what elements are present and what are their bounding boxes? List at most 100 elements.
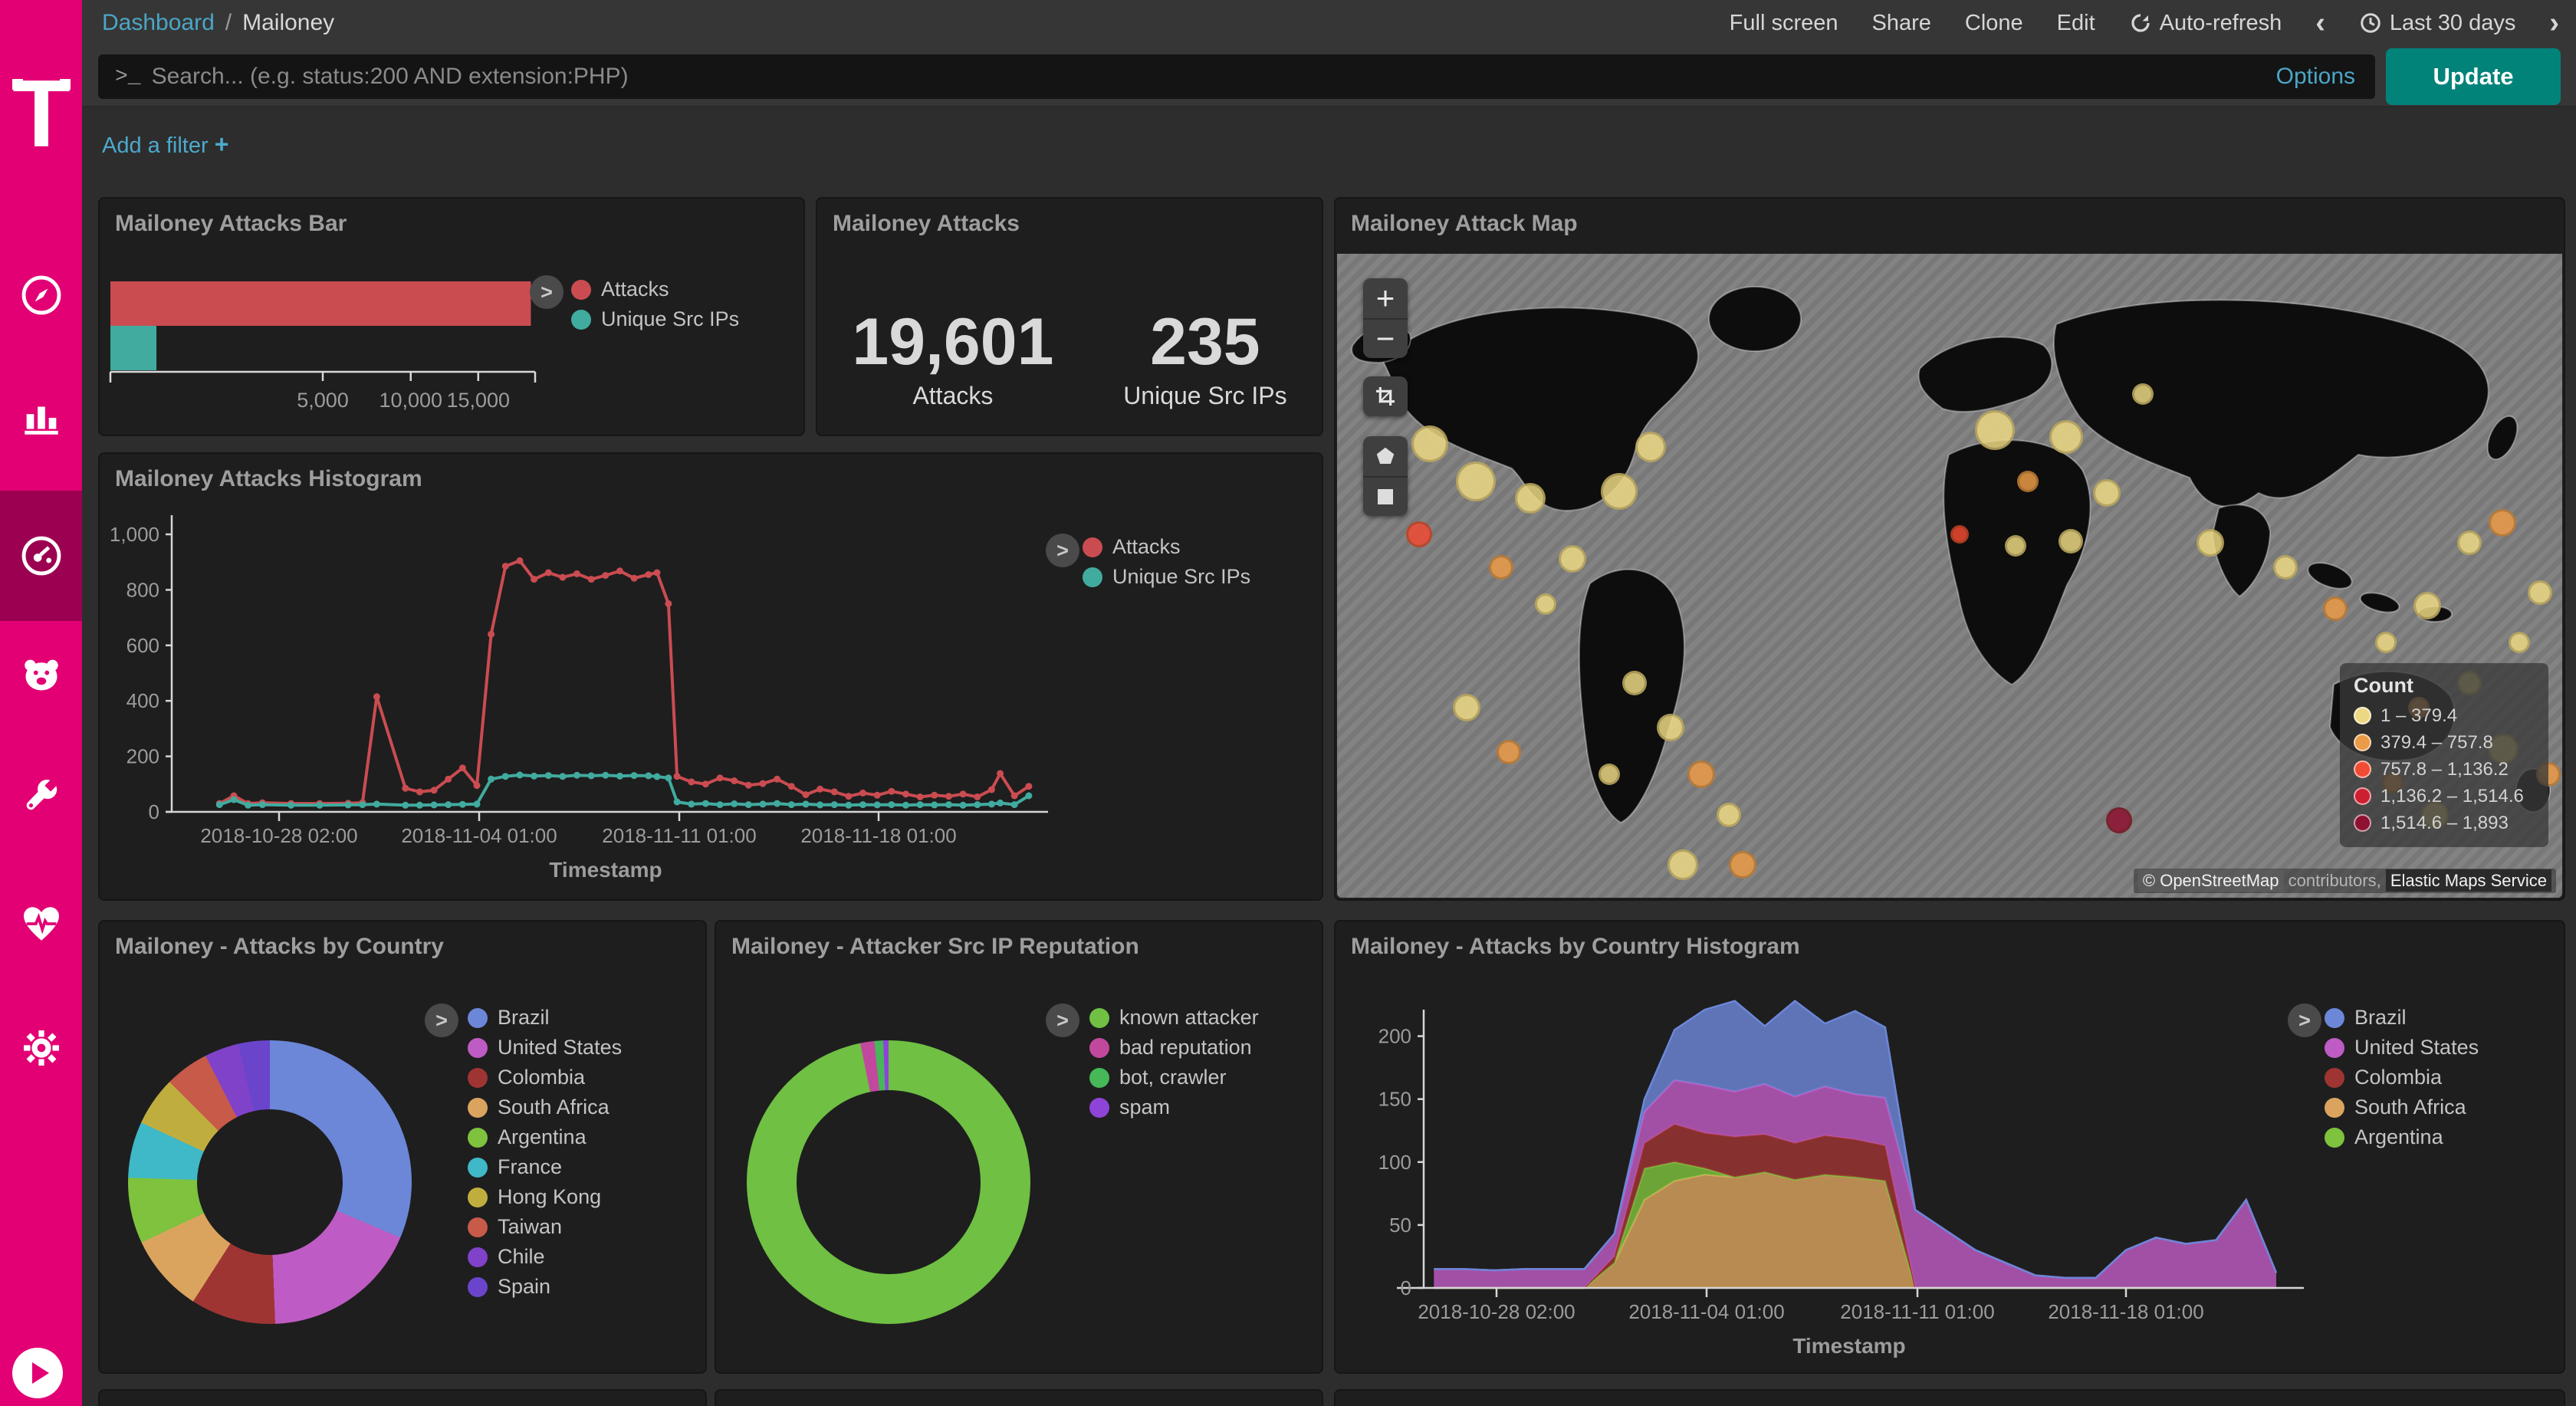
osm-attribution-link[interactable]: © OpenStreetMap: [2137, 869, 2284, 892]
legend-toggle-button[interactable]: >: [530, 275, 564, 309]
legend-item[interactable]: Unique Src IPs: [1083, 562, 1250, 592]
legend-item[interactable]: Attacks: [1083, 532, 1250, 562]
zoom-out-button[interactable]: −: [1363, 318, 1408, 358]
time-range-button[interactable]: Last 30 days: [2359, 11, 2515, 36]
legend-item[interactable]: 1,136.2 – 1,514.6: [2354, 783, 2535, 810]
legend-item[interactable]: Argentina: [2325, 1122, 2479, 1152]
map-bubble[interactable]: [2323, 596, 2348, 621]
legend-item[interactable]: 757.8 – 1,136.2: [2354, 756, 2535, 783]
map-bubble[interactable]: [1600, 472, 1638, 510]
draw-rectangle-button[interactable]: [1363, 476, 1408, 516]
map-bubble[interactable]: [2105, 807, 2132, 834]
legend-item[interactable]: South Africa: [468, 1092, 622, 1122]
map-bubble[interactable]: [2005, 535, 2027, 557]
sidebar-item-visualize[interactable]: [0, 376, 82, 460]
map-bubble[interactable]: [1406, 521, 1433, 548]
sidebar-collapse-button[interactable]: [12, 1348, 63, 1398]
legend-item[interactable]: Unique Src IPs: [571, 304, 739, 334]
legend-item[interactable]: Brazil: [2325, 1003, 2479, 1033]
search-input[interactable]: [151, 64, 2276, 90]
map-bubble[interactable]: [1728, 851, 1756, 879]
map-bubble[interactable]: [2488, 509, 2516, 537]
sidebar-item-dev-tools[interactable]: [0, 755, 82, 839]
map-bubble[interactable]: [2132, 383, 2154, 406]
map-bubble[interactable]: [1687, 760, 1715, 788]
map-bubble[interactable]: [1534, 593, 1556, 615]
map-bubble[interactable]: [1975, 410, 2016, 451]
legend-item[interactable]: Attacks: [571, 274, 739, 304]
map-bubble[interactable]: [1635, 432, 1667, 462]
map-bubble[interactable]: [2374, 631, 2397, 653]
map-bubble[interactable]: [1622, 671, 1648, 696]
legend-item[interactable]: Taiwan: [468, 1212, 622, 1242]
map-bubble[interactable]: [1496, 740, 1521, 765]
legend-toggle-button[interactable]: >: [425, 1004, 458, 1037]
legend-item[interactable]: 379.4 – 757.8: [2354, 729, 2535, 756]
breadcrumb-dashboard-link[interactable]: Dashboard: [102, 10, 215, 35]
map-bubble[interactable]: [2272, 555, 2298, 580]
map-bubble[interactable]: [2528, 580, 2553, 605]
zoom-in-button[interactable]: +: [1375, 280, 1395, 316]
sidebar-item-honeypot[interactable]: [0, 632, 82, 717]
draw-polygon-button[interactable]: [1363, 436, 1408, 476]
legend-item[interactable]: South Africa: [2325, 1092, 2479, 1122]
edit-button[interactable]: Edit: [2056, 10, 2095, 35]
reputation-donut-chart[interactable]: [747, 1040, 1030, 1324]
legend-toggle-button[interactable]: >: [1046, 1004, 1079, 1037]
legend-item[interactable]: Chile: [468, 1242, 622, 1272]
legend-toggle-button[interactable]: >: [1046, 534, 1079, 567]
map-bubble[interactable]: [1455, 462, 1496, 502]
map-bubble[interactable]: [2092, 479, 2121, 508]
world-map[interactable]: + −: [1337, 254, 2562, 898]
legend-item[interactable]: United States: [468, 1033, 622, 1063]
map-bubble[interactable]: [2196, 529, 2225, 557]
full-screen-button[interactable]: Full screen: [1729, 10, 1838, 35]
legend-item[interactable]: Hong Kong: [468, 1182, 622, 1212]
map-bubble[interactable]: [2058, 528, 2084, 554]
sidebar-item-monitoring[interactable]: [0, 882, 82, 966]
map-bubble[interactable]: [1717, 803, 1742, 828]
map-bubble[interactable]: [1667, 849, 1698, 881]
legend-item[interactable]: Spain: [468, 1272, 622, 1302]
map-bubble[interactable]: [1598, 763, 1620, 785]
legend-item[interactable]: Colombia: [468, 1063, 622, 1092]
options-link[interactable]: Options: [2275, 64, 2355, 89]
legend-item[interactable]: Argentina: [468, 1122, 622, 1152]
clone-button[interactable]: Clone: [1964, 10, 2023, 35]
legend-item[interactable]: Colombia: [2325, 1063, 2479, 1092]
ems-attribution-link[interactable]: Elastic Maps Service: [2385, 869, 2551, 892]
legend-toggle-button[interactable]: >: [2288, 1004, 2321, 1037]
legend-item[interactable]: Brazil: [468, 1003, 622, 1033]
sidebar-item-discover[interactable]: [0, 253, 82, 337]
map-bubble[interactable]: [1950, 525, 1969, 544]
map-bubble[interactable]: [2509, 631, 2531, 653]
map-bubble[interactable]: [2049, 420, 2083, 455]
legend-item[interactable]: spam: [1089, 1092, 1259, 1122]
country-pie-chart[interactable]: [128, 1040, 412, 1324]
share-button[interactable]: Share: [1871, 10, 1931, 35]
legend-item[interactable]: United States: [2325, 1033, 2479, 1063]
legend-item[interactable]: bot, crawler: [1089, 1063, 1259, 1092]
fit-data-bounds-button[interactable]: [1363, 376, 1408, 416]
auto-refresh-button[interactable]: Auto-refresh: [2129, 11, 2282, 36]
time-back-button[interactable]: ‹: [2315, 7, 2325, 39]
update-button[interactable]: Update: [2386, 48, 2561, 105]
map-bubble[interactable]: [1453, 694, 1481, 722]
legend-item[interactable]: France: [468, 1152, 622, 1182]
add-filter-link[interactable]: Add a filter +: [102, 130, 229, 158]
t-mobile-logo[interactable]: T: [0, 42, 82, 188]
legend-item[interactable]: 1 – 379.4: [2354, 702, 2535, 729]
legend-item[interactable]: bad reputation: [1089, 1033, 1259, 1063]
map-bubble[interactable]: [1489, 555, 1514, 580]
map-bubble[interactable]: [1411, 425, 1449, 462]
map-bubble[interactable]: [1558, 545, 1586, 573]
time-forward-button[interactable]: ›: [2549, 7, 2559, 39]
sidebar-item-management[interactable]: [0, 1006, 82, 1090]
map-bubble[interactable]: [2413, 591, 2442, 619]
map-bubble[interactable]: [1515, 483, 1546, 514]
legend-item[interactable]: known attacker: [1089, 1003, 1259, 1033]
map-bubble[interactable]: [2017, 471, 2039, 493]
legend-item[interactable]: 1,514.6 – 1,893: [2354, 810, 2535, 836]
map-bubble[interactable]: [1656, 714, 1684, 742]
map-bubble[interactable]: [2456, 531, 2482, 556]
